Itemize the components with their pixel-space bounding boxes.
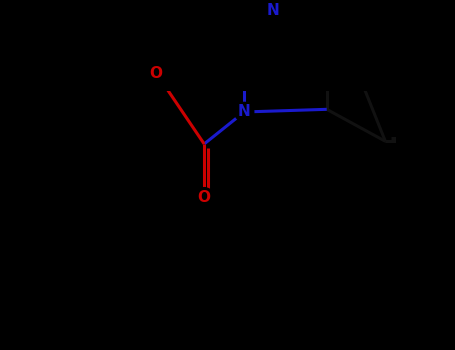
Text: N: N <box>267 3 280 18</box>
Circle shape <box>147 63 166 83</box>
Circle shape <box>264 1 283 20</box>
Circle shape <box>195 188 214 207</box>
Text: O: O <box>197 190 211 205</box>
Text: O: O <box>150 65 163 80</box>
Text: N: N <box>238 105 251 119</box>
Circle shape <box>234 102 254 121</box>
